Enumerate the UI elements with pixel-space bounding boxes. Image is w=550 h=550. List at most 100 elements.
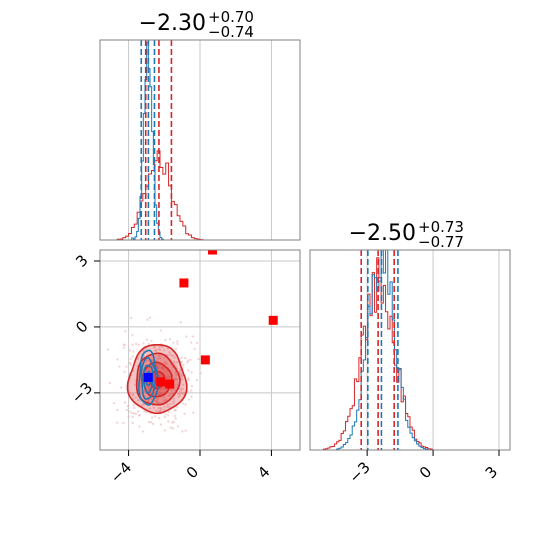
sample-point bbox=[130, 316, 133, 320]
sample-point bbox=[152, 406, 156, 409]
sample-point bbox=[151, 422, 155, 425]
sample-point bbox=[165, 376, 169, 379]
sample-point bbox=[163, 349, 166, 352]
sample-point bbox=[156, 398, 160, 401]
sample-point bbox=[169, 426, 172, 429]
sample-point bbox=[180, 361, 183, 364]
sample-point bbox=[174, 409, 177, 412]
sample-point bbox=[193, 347, 196, 351]
x-ticks-joint: −4 0 4 bbox=[107, 450, 274, 487]
sample-point bbox=[106, 348, 110, 351]
sample-point bbox=[131, 343, 134, 346]
sample-point bbox=[179, 391, 183, 395]
x-tick-label: −4 bbox=[107, 458, 135, 486]
sample-point bbox=[137, 343, 140, 346]
sample-point bbox=[118, 365, 121, 368]
sample-point bbox=[191, 335, 195, 338]
sample-point bbox=[108, 381, 112, 385]
sample-point bbox=[181, 430, 184, 433]
sample-point bbox=[172, 402, 175, 405]
sample-point bbox=[142, 389, 146, 393]
sample-point bbox=[128, 410, 131, 413]
sample-point bbox=[187, 377, 190, 380]
sample-point bbox=[123, 401, 127, 404]
sample-point bbox=[131, 421, 134, 425]
sample-point bbox=[164, 360, 167, 364]
sample-point bbox=[158, 345, 161, 348]
sample-point bbox=[179, 320, 182, 324]
sample-point bbox=[159, 387, 163, 391]
sample-point bbox=[172, 397, 176, 401]
x-tick-label: 4 bbox=[254, 463, 273, 482]
sample-point bbox=[146, 318, 149, 321]
sample-point bbox=[181, 383, 185, 386]
sample-point bbox=[174, 363, 177, 367]
sample-point bbox=[159, 329, 162, 332]
sample-point bbox=[128, 349, 132, 352]
title-1: −2.30 bbox=[139, 11, 206, 36]
sample-point bbox=[132, 350, 135, 353]
sample-point bbox=[166, 414, 170, 417]
sample-point bbox=[189, 389, 193, 392]
blue-marker bbox=[143, 372, 153, 382]
sample-point bbox=[131, 334, 134, 337]
sample-point bbox=[125, 408, 129, 412]
sample-point bbox=[180, 356, 183, 359]
sample-point bbox=[155, 409, 159, 412]
sample-point bbox=[127, 361, 131, 365]
blue-contour bbox=[140, 356, 157, 400]
sample-point bbox=[190, 395, 193, 398]
sample-point bbox=[137, 410, 140, 413]
sample-point bbox=[116, 408, 119, 412]
sample-point bbox=[122, 346, 126, 350]
sample-point bbox=[119, 386, 123, 389]
panel-marginal-2: −3 0 3 bbox=[309, 249, 511, 487]
red-marker bbox=[179, 278, 189, 288]
sample-point bbox=[195, 379, 199, 382]
sample-point bbox=[124, 330, 127, 333]
sample-point bbox=[181, 363, 185, 367]
sample-point bbox=[176, 340, 179, 343]
red-marker bbox=[200, 355, 210, 365]
sample-point bbox=[189, 341, 193, 344]
sample-point bbox=[158, 363, 161, 367]
sample-point bbox=[154, 401, 158, 404]
sample-point bbox=[143, 409, 146, 413]
sample-point bbox=[175, 360, 179, 364]
sample-point bbox=[132, 403, 136, 407]
sample-point bbox=[173, 414, 176, 418]
sample-point bbox=[116, 358, 119, 361]
red-marker bbox=[268, 315, 278, 325]
sample-point bbox=[141, 430, 144, 433]
x-tick-label: 0 bbox=[416, 463, 435, 482]
sample-point bbox=[176, 342, 179, 346]
sample-point bbox=[183, 412, 186, 416]
sample-point bbox=[185, 335, 188, 338]
sample-point bbox=[136, 399, 140, 402]
sample-point bbox=[187, 369, 190, 372]
sample-point bbox=[134, 342, 138, 346]
sample-point bbox=[138, 425, 141, 428]
sample-point bbox=[90, 333, 92, 335]
x-tick-label: 3 bbox=[482, 463, 501, 482]
sample-point bbox=[199, 371, 202, 375]
sample-point bbox=[174, 371, 177, 374]
grid-marginal-1 bbox=[128, 40, 272, 240]
sample-point bbox=[164, 338, 167, 342]
x-tick-label: −3 bbox=[345, 458, 373, 486]
quantiles-marginal-2 bbox=[360, 250, 399, 450]
hist-red-marginal-2 bbox=[310, 257, 510, 450]
sample-point bbox=[150, 416, 154, 419]
sample-point bbox=[181, 387, 184, 390]
sample-point bbox=[155, 348, 158, 352]
sample-point bbox=[148, 316, 152, 320]
sample-point bbox=[123, 344, 126, 347]
sample-point bbox=[156, 363, 159, 366]
quantiles-marginal-1 bbox=[140, 40, 173, 240]
sample-point bbox=[149, 421, 153, 424]
sample-point bbox=[173, 356, 177, 359]
sample-point bbox=[163, 415, 167, 419]
sample-point bbox=[131, 355, 135, 358]
sample-point bbox=[174, 347, 178, 351]
